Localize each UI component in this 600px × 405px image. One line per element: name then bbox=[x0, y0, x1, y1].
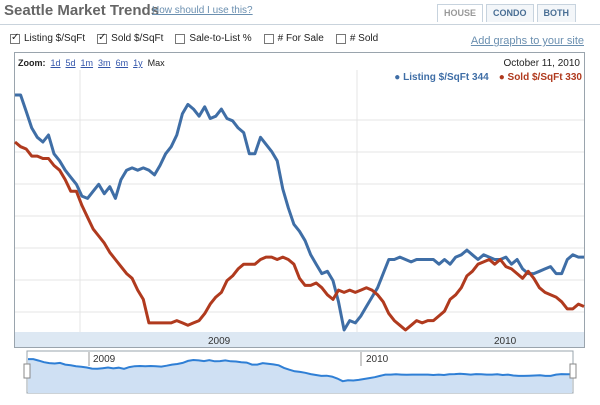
metric-listing-price[interactable]: Listing $/SqFt bbox=[10, 32, 86, 44]
navigator-right-handle[interactable] bbox=[569, 363, 577, 379]
add-graphs-link[interactable]: Add graphs to your site bbox=[470, 35, 584, 47]
for-sale-label: # For Sale bbox=[277, 33, 324, 44]
header-divider bbox=[0, 24, 600, 25]
chart-legend: ● Listing $/SqFt 344 ● Sold $/SqFt 330 bbox=[394, 72, 582, 83]
zoom-6m[interactable]: 6m bbox=[115, 58, 129, 68]
for-sale-checkbox[interactable] bbox=[263, 33, 274, 44]
navigator-year-2010: 2010 bbox=[366, 354, 389, 365]
listing-price-label: Listing $/SqFt bbox=[24, 33, 86, 44]
property-type-tabs: HOUSE CONDO BOTH bbox=[436, 4, 576, 22]
page-title: Seattle Market Trends bbox=[4, 2, 160, 19]
navigator-background bbox=[26, 350, 574, 394]
sold-count-label: # Sold bbox=[349, 33, 379, 44]
current-date: October 11, 2010 bbox=[503, 58, 580, 69]
legend-listing-text: Listing $/SqFt 344 bbox=[403, 72, 489, 83]
sold-count-checkbox[interactable] bbox=[335, 33, 346, 44]
navigator-area bbox=[28, 359, 572, 393]
sold-price-checkbox[interactable] bbox=[97, 32, 108, 44]
metric-sale-to-list[interactable]: Sale-to-List % bbox=[175, 33, 252, 44]
navigator-line bbox=[28, 358, 572, 383]
chart-frame bbox=[14, 52, 585, 348]
tab-condo[interactable]: CONDO bbox=[486, 4, 534, 22]
navigator-year-2009: 2009 bbox=[93, 354, 116, 365]
metric-selector: Listing $/SqFt Sold $/SqFt Sale-to-List … bbox=[10, 32, 379, 44]
zoom-5d[interactable]: 5d bbox=[65, 58, 76, 68]
zoom-label: Zoom: bbox=[18, 58, 46, 68]
listing-price-checkbox[interactable] bbox=[10, 32, 20, 44]
zoom-controls: Zoom: 1d 5d 1m 3m 6m 1y Max bbox=[18, 58, 165, 68]
zoom-1m[interactable]: 1m bbox=[80, 58, 94, 68]
zoom-3m[interactable]: 3m bbox=[98, 58, 111, 68]
sale-to-list-label: Sale-to-List % bbox=[189, 33, 252, 44]
sale-to-list-checkbox[interactable] bbox=[175, 33, 186, 44]
sold-price-label: Sold $/SqFt bbox=[111, 33, 164, 44]
zoom-1d[interactable]: 1d bbox=[50, 58, 61, 68]
tab-both[interactable]: BOTH bbox=[536, 4, 576, 22]
legend-sold-text: Sold $/SqFt 330 bbox=[507, 72, 582, 83]
help-link[interactable]: How should I use this? bbox=[152, 5, 253, 16]
legend-sold: ● Sold $/SqFt 330 bbox=[498, 72, 582, 83]
metric-sold-price[interactable]: Sold $/SqFt bbox=[97, 32, 164, 44]
zoom-max[interactable]: Max bbox=[147, 58, 165, 68]
metric-sold-count[interactable]: # Sold bbox=[335, 33, 379, 44]
tab-house[interactable]: HOUSE bbox=[436, 4, 483, 22]
navigator-left-handle[interactable] bbox=[23, 363, 31, 379]
metric-for-sale[interactable]: # For Sale bbox=[263, 33, 324, 44]
zoom-1y[interactable]: 1y bbox=[133, 58, 143, 68]
legend-listing: ● Listing $/SqFt 344 bbox=[394, 72, 489, 83]
